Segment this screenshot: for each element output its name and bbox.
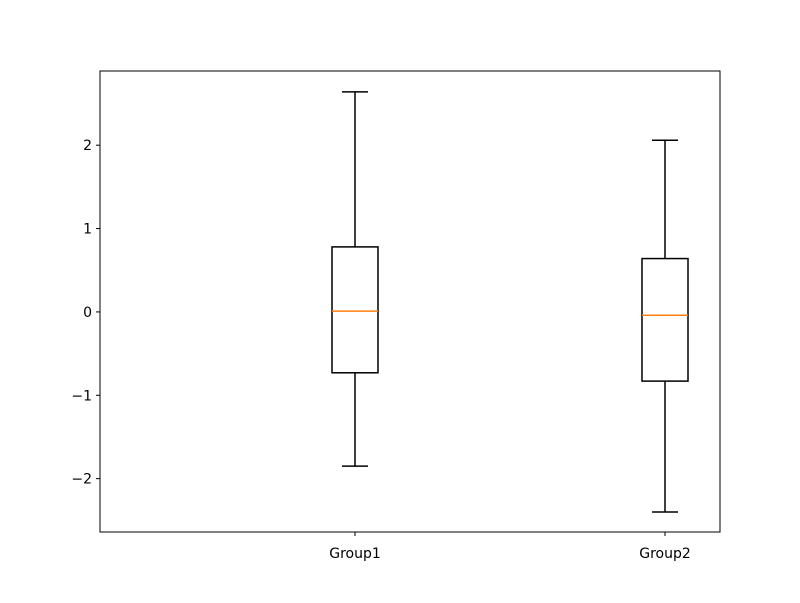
x-axis: Group1 Group2 [329,532,691,562]
y-tick-label: 0 [83,305,92,321]
y-axis: −2 −1 0 1 2 [71,138,100,488]
x-tick-label: Group2 [639,546,691,562]
x-tick-label: Group1 [329,546,381,562]
boxes [331,91,689,513]
y-tick-label: 1 [83,222,92,238]
y-tick-label: 2 [83,138,92,154]
plot-area [99,70,721,533]
y-tick-label: −2 [71,472,92,488]
iqr-box [331,246,379,374]
box-group2 [641,139,689,513]
y-tick-label: −1 [71,388,92,404]
box-group1 [331,91,379,467]
iqr-box [641,257,689,382]
